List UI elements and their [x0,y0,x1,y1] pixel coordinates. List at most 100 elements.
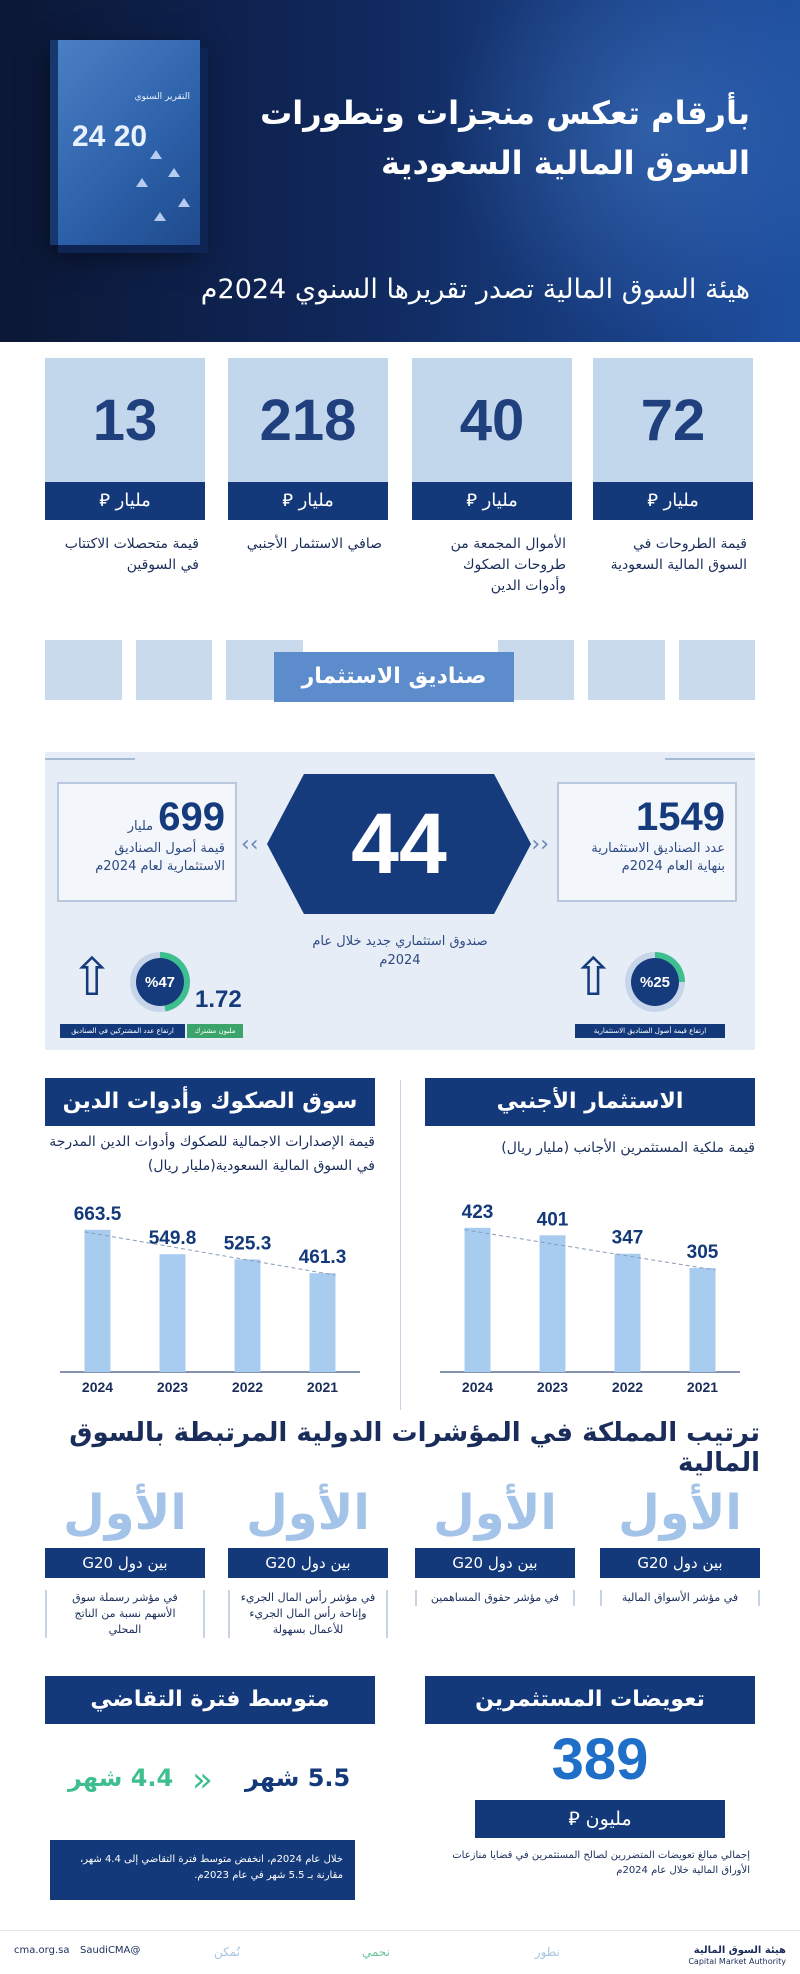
tag-million-subscribers: مليون مشترك [187,1024,243,1038]
rank-value: الأول [433,1485,557,1541]
bar-2024 [464,1227,491,1372]
annual-report-book-cover: التقرير السنوي 20 24 [50,40,200,245]
new-funds-hexagon: 44 [267,774,531,914]
foreign-investment-chart: 423 2024 401 2023 347 2022 305 2021 [440,1202,740,1395]
rank-group: بين دول G20 [228,1548,388,1578]
stat-unit: مليار ⃁ [228,482,388,520]
rank-card: الأول بين دول G20 في مؤشر رأس المال الجر… [228,1478,388,1638]
data-label-2024: 423 [462,1202,494,1223]
banner-block [45,640,122,700]
footer-pillar-2: نحمي [361,1945,390,1959]
stat-value: 40 [412,358,572,482]
rank-description: في مؤشر رأس المال الجريء وإتاحة رأس الما… [228,1590,388,1638]
tick-label-2024: 2024 [82,1379,113,1395]
vertical-divider [400,1080,401,1410]
main-subtitle: هيئة السوق المالية تصدر تقريرها السنوي 2… [200,274,750,305]
trend-line [464,1229,716,1271]
rank-description: في مؤشر رسملة سوق الأسهم نسبة من الناتج … [45,1590,205,1638]
fund-count-value: 1549 [636,795,725,839]
stat-card-foreign-investment: 218 مليار ⃁ صافي الاستثمار الأجنبي [228,358,388,604]
chevron-right-icon: ›› [241,832,259,857]
main-title-line2: السوق المالية السعودية [381,144,750,182]
increase-arrow-icon: ⇧ [571,948,615,1008]
data-label-2023: 549.8 [149,1228,197,1249]
percentage-ring-left: %47 [130,952,190,1012]
fund-count-label: عدد الصناديق الاستثمارية بنهاية العام 20… [591,841,725,874]
sukuk-title: سوق الصكوك وأدوات الدين [45,1078,375,1126]
data-label-2024: 663.5 [74,1204,122,1225]
data-label-2021: 305 [687,1242,719,1263]
new-funds-value: 44 [267,774,531,914]
tick-label-2022: 2022 [232,1379,263,1395]
stat-unit: مليار ⃁ [412,482,572,520]
stat-card-sukuk-funds: 40 مليار ⃁ الأموال المجمعة من طروحات الص… [412,358,572,604]
triangle-decoration-icon [136,178,148,187]
bar-2023 [539,1235,566,1372]
header-banner: التقرير السنوي 20 24 بأرقام تعكس منجزات … [0,0,800,342]
fund-assets-label: قيمة أصول الصناديق الاستثمارية لعام 2024… [95,841,225,874]
bar-2021 [309,1273,336,1372]
tag-subscribers-increase: ارتفاع عدد المشتركين في الصناديق [60,1024,185,1038]
rank-value: الأول [246,1485,370,1541]
fund-count-box: 1549 عدد الصناديق الاستثمارية بنهاية الع… [557,782,737,902]
bar-2023 [159,1254,186,1372]
funds-panel: 1549 عدد الصناديق الاستثمارية بنهاية الع… [45,752,755,1050]
tick-label-2022: 2022 [612,1379,643,1395]
footer: هيئة السوق المالية Capital Market Author… [0,1930,800,1974]
stat-unit: مليار ⃁ [593,482,753,520]
new-funds-label: صندوق استثماري جديد خلال عام 2024م [312,934,488,968]
footer-pillar-1: نطور [534,1945,560,1959]
percentage-ring-right: %25 [625,952,685,1012]
tick-label-2023: 2023 [537,1379,568,1395]
tag-assets-increase: ارتفاع قيمة أصول الصناديق الاستثمارية [575,1024,725,1038]
funds-banner-blocks [45,640,755,700]
ranking-title: ترتيب المملكة في المؤشرات الدولية المرتب… [69,1418,760,1478]
litigation-to: 4.4 شهر [68,1764,174,1792]
double-chevron-left-icon: « [192,1760,213,1800]
triangle-decoration-icon [150,150,162,159]
compensation-title: تعويضات المستثمرين [425,1676,755,1724]
rank-card: الأول بين دول G20 في مؤشر رسملة سوق الأس… [45,1478,205,1638]
pct-right-value: %25 [631,958,679,1006]
stat-description: قيمة الطروحات في السوق المالية السعودية [610,536,747,573]
footer-pillar-3: نُمكن [213,1945,240,1959]
fund-assets-value: 699 [158,795,225,839]
increase-arrow-icon: ⇧ [70,948,114,1008]
stat-description: صافي الاستثمار الأجنبي [246,536,382,552]
triangle-decoration-icon [154,212,166,221]
data-label-2022: 525.3 [224,1233,272,1254]
bar-2021 [689,1268,716,1372]
main-title-line1: بأرقام تعكس منجزات وتطورات [260,94,750,132]
main-title: بأرقام تعكس منجزات وتطورات السوق المالية… [250,88,750,188]
foreign-investment-title: الاستثمار الأجنبي [425,1078,755,1126]
rank-group: بين دول G20 [600,1548,760,1578]
rank-value: الأول [63,1485,187,1541]
footer-org-ar: هيئة السوق المالية [693,1945,786,1956]
bar-2022 [614,1253,641,1372]
stat-unit: مليار ⃁ [45,482,205,520]
funds-section-title: صناديق الاستثمار [274,652,514,702]
stat-card-subscription-proceeds: 13 مليار ⃁ قيمة متحصلات الاكتتاب في السو… [45,358,205,604]
stat-card-offerings: 72 مليار ⃁ قيمة الطروحات في السوق المالي… [593,358,753,604]
compensation-unit: مليون ⃁ [475,1800,725,1838]
footer-site[interactable]: cma.org.sa [14,1945,70,1956]
footer-handle[interactable]: @SaudiCMA [80,1945,141,1956]
triangle-decoration-icon [168,168,180,177]
stat-value: 72 [593,358,753,482]
rank-description: في مؤشر الأسواق المالية [600,1590,760,1606]
rank-description: في مؤشر حقوق المساهمين [415,1590,575,1606]
tick-label-2023: 2023 [157,1379,188,1395]
compensation-value: 389 [551,1727,649,1792]
pct-left-value: %47 [136,958,184,1006]
litigation-description: خلال عام 2024م، انخفض متوسط فترة التقاضي… [50,1840,355,1900]
litigation-from: 5.5 شهر [245,1764,351,1792]
book-year: 20 24 [72,120,148,153]
banner-block [678,640,755,700]
fund-assets-unit: مليار [127,819,154,834]
foreign-chart-subtitle: قيمة ملكية المستثمرين الأجانب (مليار ريا… [501,1140,755,1156]
litigation-title: متوسط فترة التقاضي [45,1676,375,1724]
stat-description: الأموال المجمعة من طروحات الصكوك وأدوات … [450,536,566,594]
tick-label-2021: 2021 [687,1379,718,1395]
banner-block [588,640,665,700]
rank-group: بين دول G20 [45,1548,205,1578]
